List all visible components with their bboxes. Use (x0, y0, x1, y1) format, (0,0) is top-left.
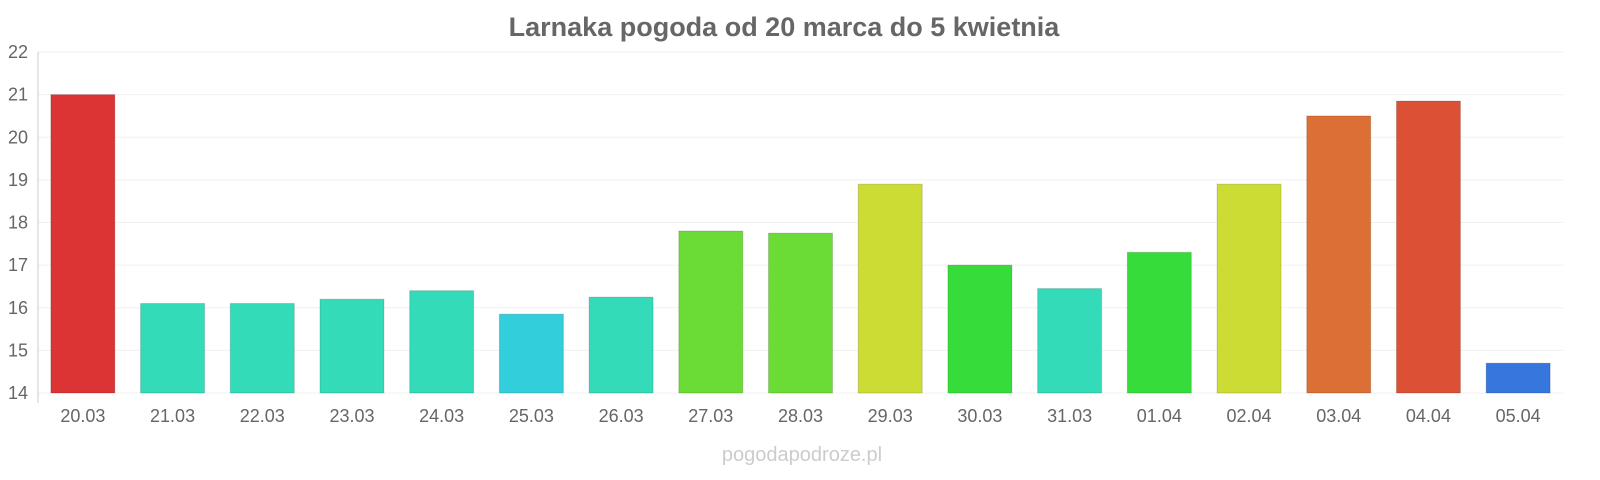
x-tick-label: 22.03 (240, 406, 285, 426)
x-tick-label: 31.03 (1047, 406, 1092, 426)
x-tick-label: 30.03 (957, 406, 1002, 426)
x-tick-label: 23.03 (329, 406, 374, 426)
bar-24.03 (409, 290, 475, 394)
bar-25.03 (498, 313, 564, 394)
x-tick-label: 01.04 (1137, 406, 1182, 426)
y-tick-label: 17 (8, 255, 28, 275)
bar-26.03 (588, 296, 654, 394)
bar-30.03 (947, 264, 1013, 394)
bar-27.03 (678, 230, 744, 394)
credit-text: pogodapodroze.pl (722, 444, 882, 466)
y-tick-label: 14 (8, 383, 28, 403)
bar-22.03 (229, 302, 295, 394)
x-tick-label: 27.03 (688, 406, 733, 426)
bar-04.04 (1395, 100, 1461, 394)
bar-02.04 (1216, 183, 1282, 394)
x-tick-label: 26.03 (599, 406, 644, 426)
bar-05.04 (1485, 362, 1551, 394)
y-tick-label: 20 (8, 127, 28, 147)
bars (50, 94, 1551, 394)
x-tick-label: 04.04 (1406, 406, 1451, 426)
x-tick-label: 25.03 (509, 406, 554, 426)
y-tick-label: 21 (8, 85, 28, 105)
x-tick-label: 28.03 (778, 406, 823, 426)
bar-28.03 (768, 232, 833, 394)
bar-01.04 (1126, 251, 1192, 394)
bar-21.03 (140, 302, 206, 394)
chart-title: Larnaka pogoda od 20 marca do 5 kwietnia (509, 12, 1061, 42)
bar-20.03 (50, 94, 116, 394)
y-axis: 14 15 16 17 18 19 20 21 22 (8, 42, 28, 403)
y-tick-label: 22 (8, 42, 28, 62)
x-tick-label: 03.04 (1316, 406, 1361, 426)
y-tick-label: 18 (8, 213, 28, 233)
x-axis: 20.03 21.03 22.03 23.03 24.03 25.03 26.03 27.03… (60, 406, 1540, 426)
x-tick-label: 21.03 (150, 406, 195, 426)
x-tick-label: 02.04 (1227, 406, 1272, 426)
x-tick-label: 24.03 (419, 406, 464, 426)
y-tick-label: 15 (8, 340, 28, 360)
x-tick-label: 20.03 (60, 406, 105, 426)
y-tick-label: 16 (8, 298, 28, 318)
bar-03.04 (1306, 115, 1372, 394)
bar-23.03 (319, 298, 385, 394)
y-tick-label: 19 (8, 170, 28, 190)
x-tick-label: 29.03 (868, 406, 913, 426)
bar-29.03 (857, 183, 923, 394)
bar-31.03 (1037, 288, 1103, 394)
x-tick-label: 05.04 (1496, 406, 1541, 426)
